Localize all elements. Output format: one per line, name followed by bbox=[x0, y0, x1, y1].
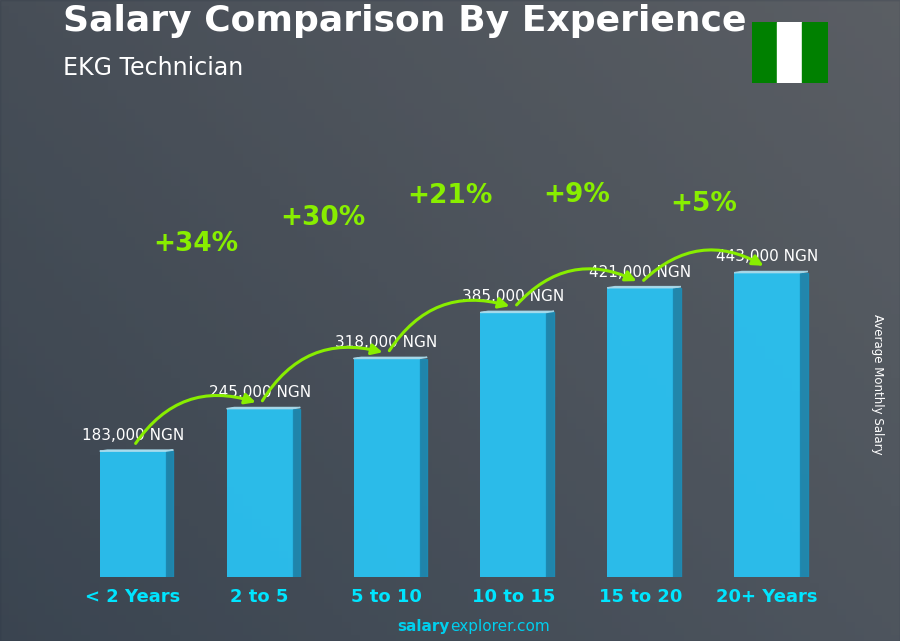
Text: 443,000 NGN: 443,000 NGN bbox=[716, 249, 818, 264]
Polygon shape bbox=[227, 408, 301, 409]
Polygon shape bbox=[673, 288, 681, 577]
Polygon shape bbox=[481, 312, 554, 313]
Text: explorer.com: explorer.com bbox=[450, 619, 550, 635]
Text: Average Monthly Salary: Average Monthly Salary bbox=[871, 314, 884, 455]
Polygon shape bbox=[354, 357, 427, 358]
Text: +30%: +30% bbox=[281, 204, 365, 231]
Polygon shape bbox=[100, 450, 174, 451]
Bar bbox=[354, 358, 419, 577]
Text: +21%: +21% bbox=[408, 183, 492, 209]
Bar bbox=[608, 288, 673, 577]
Bar bbox=[227, 409, 292, 577]
Bar bbox=[481, 313, 546, 577]
Polygon shape bbox=[546, 313, 554, 577]
Polygon shape bbox=[292, 409, 301, 577]
Text: +5%: +5% bbox=[670, 191, 737, 217]
Text: 318,000 NGN: 318,000 NGN bbox=[336, 335, 437, 350]
Bar bbox=[752, 22, 777, 83]
Bar bbox=[777, 22, 803, 83]
Text: 183,000 NGN: 183,000 NGN bbox=[82, 428, 184, 443]
Polygon shape bbox=[800, 272, 808, 577]
Bar bbox=[734, 272, 800, 577]
Bar bbox=[100, 451, 166, 577]
Text: Salary Comparison By Experience: Salary Comparison By Experience bbox=[63, 4, 746, 38]
Polygon shape bbox=[166, 451, 174, 577]
Text: +34%: +34% bbox=[154, 231, 238, 257]
Text: 385,000 NGN: 385,000 NGN bbox=[463, 289, 564, 304]
Bar bbox=[803, 22, 828, 83]
Text: EKG Technician: EKG Technician bbox=[63, 56, 243, 80]
Polygon shape bbox=[608, 287, 681, 288]
Text: +9%: +9% bbox=[544, 182, 610, 208]
Text: 421,000 NGN: 421,000 NGN bbox=[590, 265, 691, 279]
Text: 245,000 NGN: 245,000 NGN bbox=[209, 385, 310, 401]
Text: salary: salary bbox=[398, 619, 450, 635]
Polygon shape bbox=[419, 358, 428, 577]
